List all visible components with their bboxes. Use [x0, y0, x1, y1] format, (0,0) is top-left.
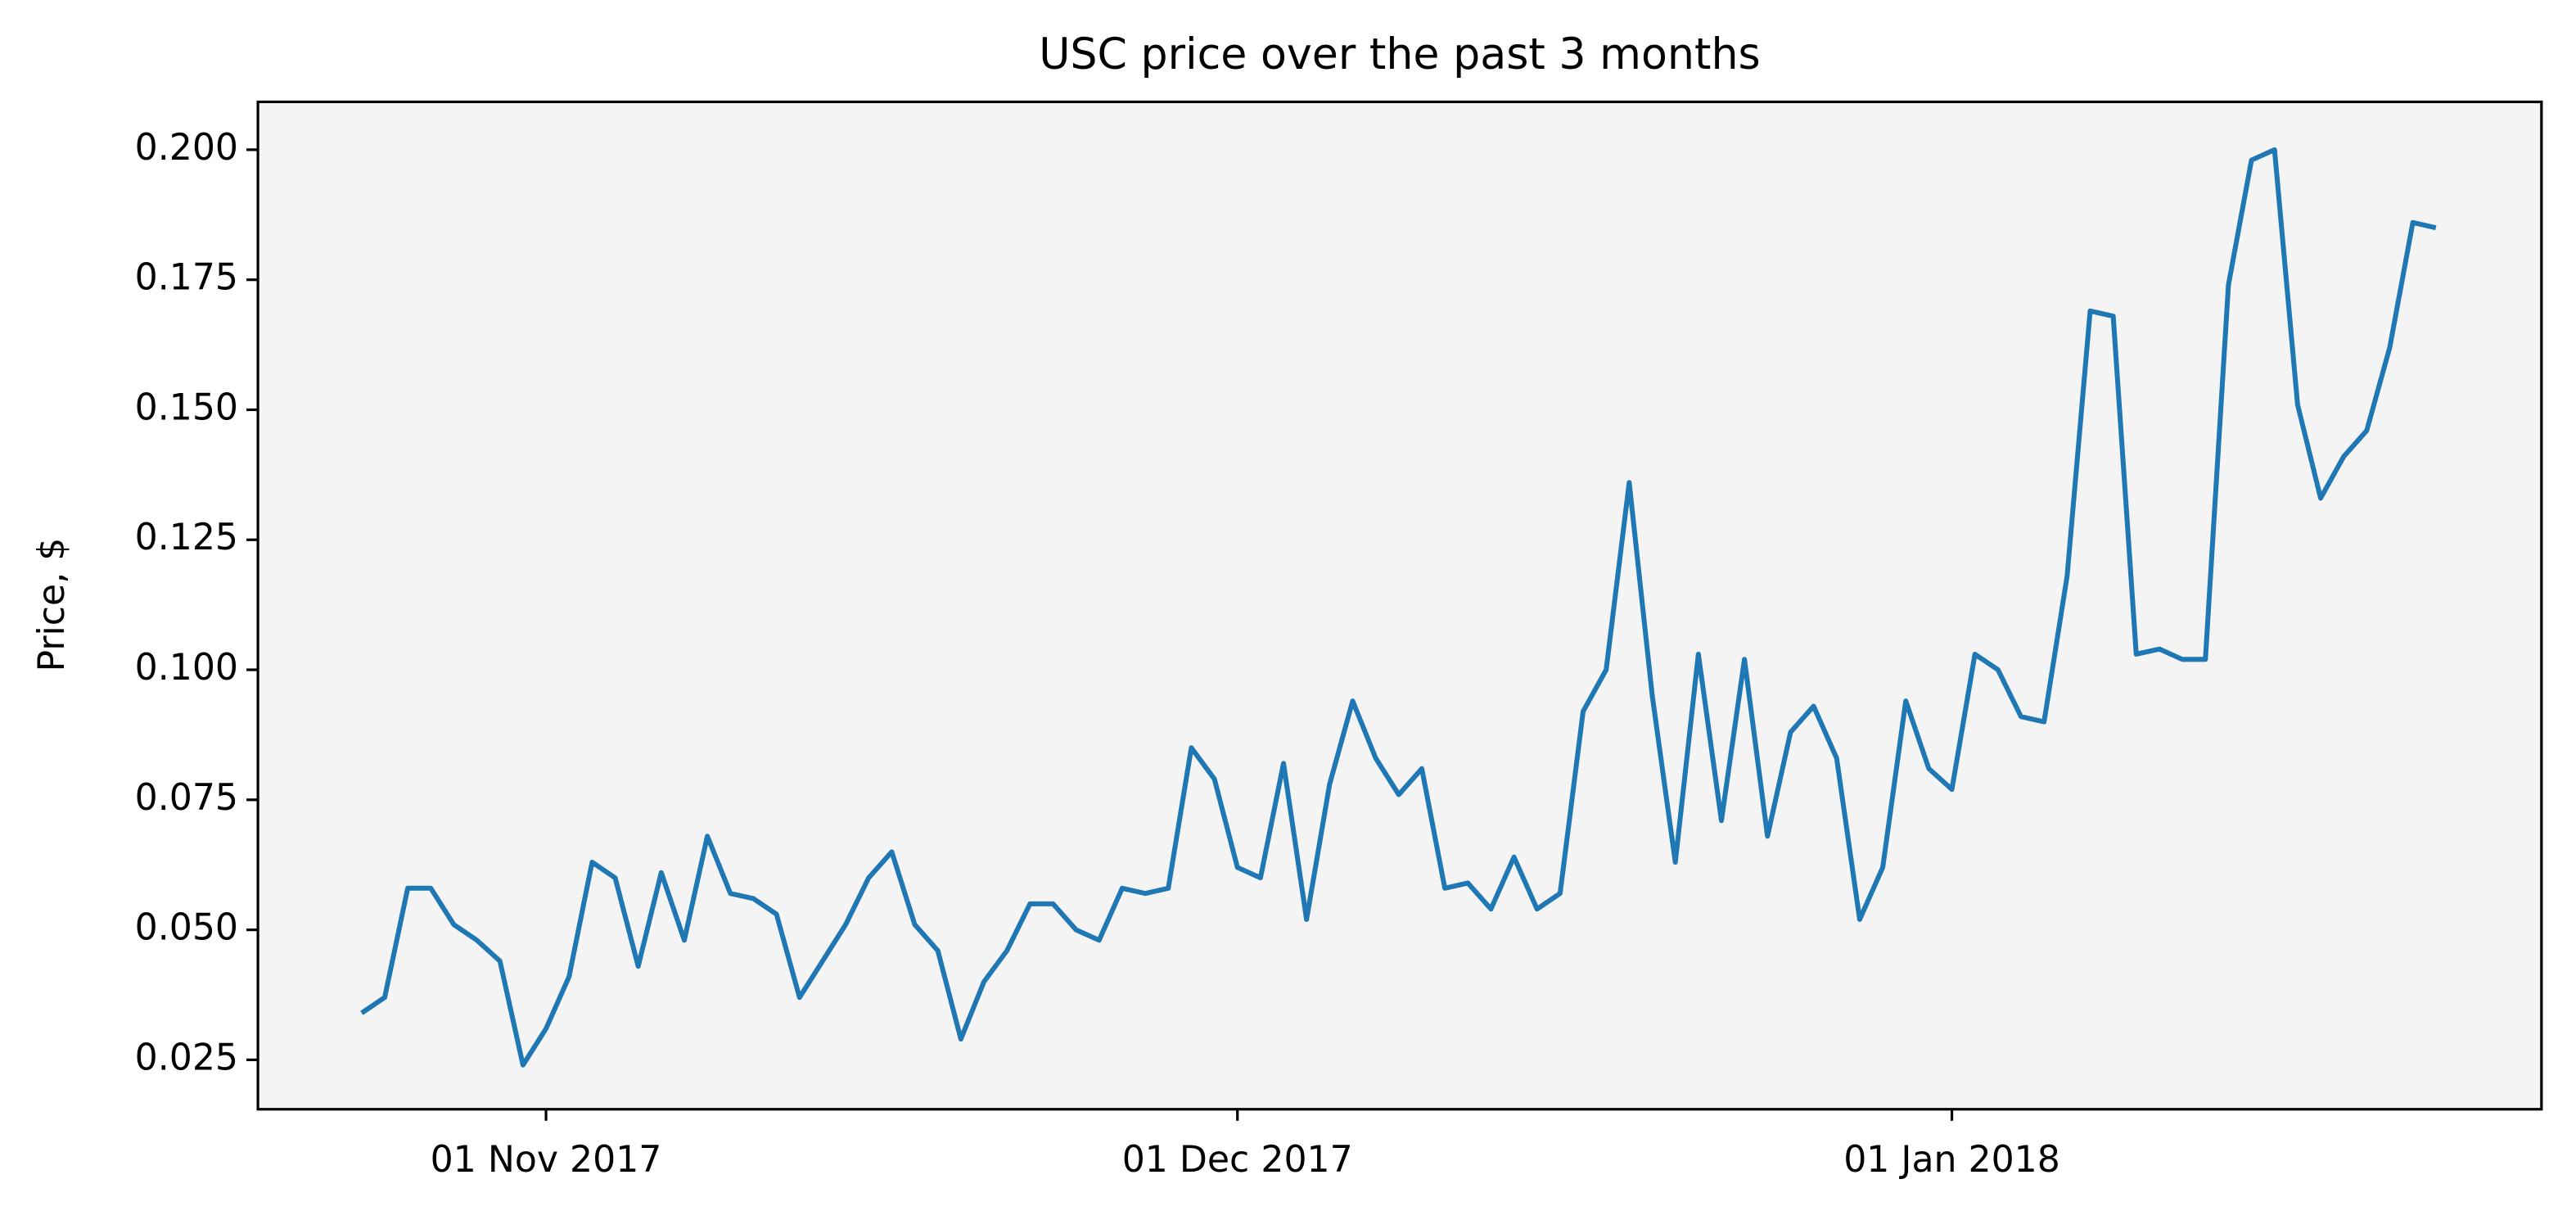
- y-tick-label: 0.025: [135, 1037, 238, 1078]
- x-tick-label: 01 Nov 2017: [431, 1139, 662, 1181]
- plot-frame: [256, 100, 2543, 1111]
- y-axis-label: Price, $: [31, 538, 73, 672]
- chart-title: USC price over the past 3 months: [1039, 30, 1760, 79]
- y-tick-label: 0.100: [135, 647, 238, 689]
- x-tick-label: 01 Jan 2018: [1843, 1139, 2060, 1181]
- y-tick-label: 0.150: [135, 386, 238, 428]
- y-tick-label: 0.050: [135, 907, 238, 949]
- y-tick-label: 0.200: [135, 127, 238, 169]
- y-tick-label: 0.175: [135, 257, 238, 299]
- x-tick-label: 01 Dec 2017: [1122, 1139, 1353, 1181]
- y-tick-label: 0.075: [135, 777, 238, 819]
- y-tick-label: 0.125: [135, 517, 238, 558]
- plot-background: [258, 102, 2542, 1109]
- price-line: [360, 147, 2437, 1068]
